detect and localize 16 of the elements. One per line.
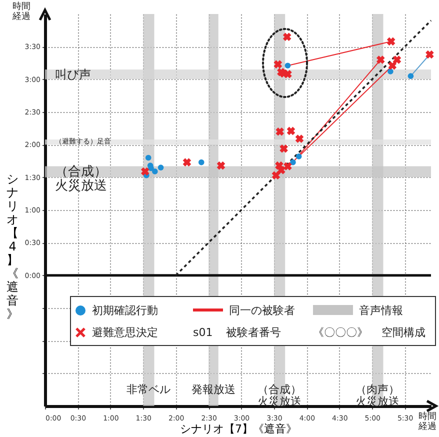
text: シナリオ【4】《遮音》 [6,172,18,322]
band-label: （合成）火災放送 [55,164,107,194]
band-label: （肉声）火災放送 [356,383,400,408]
annotation: 《〇〇〇》 空間構成 [313,324,426,340]
annotation: 音声情報 [359,302,403,318]
x-axis-title: シナリオ【7】《遮音》 [180,422,297,436]
legend-label: 同一の被験者 [229,302,295,318]
band-label: 非常ベル [126,383,171,396]
band-label: 叫び声 [55,67,91,82]
annotation: s01 被験者番号 [193,324,282,340]
text: 時間経過 [12,2,31,22]
text: 時間経過 [418,412,437,432]
band-label: （合成）火災放送 [258,383,302,408]
legend-label: 避難意思決定 [92,324,158,340]
band-label: 発報放送 [191,383,236,396]
legend-label: 初期確認行動 [92,302,158,318]
